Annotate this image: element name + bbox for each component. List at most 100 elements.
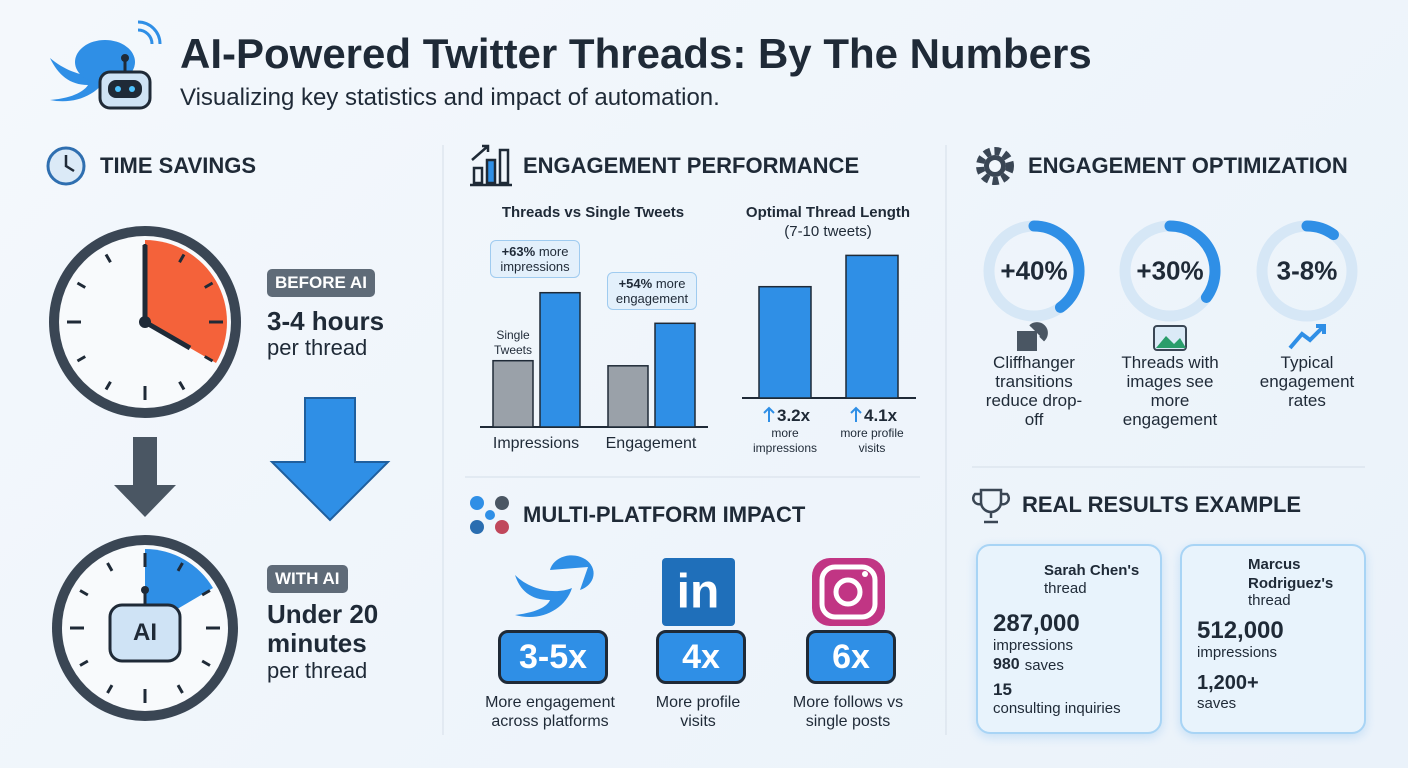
ring-caption: Threads with images see more engagement [1121, 353, 1219, 429]
caption: more impressions [752, 426, 818, 455]
callout-value: +54% [618, 276, 653, 291]
clock-tick [176, 562, 184, 572]
platform-caption: More profile visits [655, 694, 741, 730]
chart-title: Optimal Thread Length [745, 204, 911, 221]
card-name-suffix: thread [1248, 592, 1291, 609]
icon [1017, 322, 1048, 351]
stat-label: consulting inquiries [993, 700, 1121, 717]
callout-text: more engagement [615, 276, 689, 306]
gear-icon [976, 147, 1014, 185]
clock-tick [204, 355, 214, 363]
clock-tick [79, 589, 89, 597]
ring-value: 3-8% [1276, 255, 1338, 286]
linkedin-text: in [676, 565, 720, 619]
clock-tick [204, 281, 214, 289]
bar [654, 322, 696, 428]
ring-arc [1164, 220, 1221, 303]
ring-value: +30% [1136, 255, 1204, 286]
section-title: REAL RESULTS EXAMPLE [1022, 492, 1302, 517]
platform-badge: 4x [656, 630, 746, 684]
card-name: Marcus Rodriguez's [1248, 556, 1334, 592]
ring-arc [1301, 220, 1339, 241]
bar [539, 291, 581, 428]
chart-icon [470, 144, 512, 187]
stat-label: impressions [1197, 644, 1278, 661]
section-title: MULTI-PLATFORM IMPACT [523, 502, 806, 527]
clock-after [52, 535, 238, 721]
ring-arc [1028, 220, 1085, 313]
clock-tick [201, 589, 211, 597]
badge: WITH AI [267, 565, 348, 593]
callout-value: +63% [501, 244, 536, 259]
callout: +63% more impressions [490, 240, 580, 278]
twitter-logo [515, 555, 594, 617]
bar [845, 254, 899, 399]
clock-tick [104, 253, 112, 263]
stat-unit: per thread [267, 335, 368, 360]
stat-label: saves [1197, 695, 1237, 712]
stat-value: 1,200+ [1197, 672, 1259, 694]
clock-tick [76, 281, 86, 289]
subtitle: Visualizing key statistics and impact of… [180, 84, 720, 111]
stat-value: 512,000 [1197, 617, 1284, 644]
caption: more profile visits [840, 426, 904, 455]
series-label: Single Tweets [493, 328, 532, 357]
clock-tick [178, 253, 186, 263]
section-title: TIME SAVINGS [100, 153, 257, 178]
instagram-logo [812, 558, 885, 626]
result-card [1180, 544, 1366, 734]
chart-title: Threads vs Single Tweets [501, 204, 685, 221]
callout: +54% more engagement [607, 272, 697, 310]
clock-icon [46, 146, 86, 186]
stat-unit: per thread [267, 658, 368, 683]
arrow [114, 437, 176, 517]
clock-label: AI [133, 619, 157, 646]
ring-caption: Cliffhanger transitions reduce drop-off [985, 353, 1083, 429]
trophy-icon [972, 488, 1010, 524]
clock-tick [106, 684, 114, 694]
bar [492, 359, 534, 428]
section-title: ENGAGEMENT OPTIMIZATION [1028, 153, 1348, 178]
card-name-suffix: thread [1044, 580, 1087, 597]
clock-tick [79, 659, 89, 667]
bar [607, 365, 649, 428]
bar [758, 285, 812, 399]
stat-label: impressions [993, 637, 1074, 654]
clock-tick [76, 355, 86, 363]
clock-tick [104, 381, 112, 391]
title: AI-Powered Twitter Threads: By The Numbe… [180, 30, 1092, 77]
stat: 3-4 hours [267, 306, 385, 336]
image-icon [1153, 325, 1187, 351]
clock-tick [178, 381, 186, 391]
linkedin-logo [662, 558, 735, 626]
chart-subtitle: (7-10 tweets) [784, 223, 872, 240]
arrow [269, 397, 391, 522]
stat-value: 980 [993, 656, 1020, 673]
x-tick-label: Engagement [605, 435, 697, 452]
network-icon [470, 496, 509, 534]
result-card [976, 544, 1162, 734]
value-label: 4.1x [864, 406, 898, 425]
value-label: 3.2x [777, 406, 811, 425]
x-tick-label: Impressions [492, 435, 580, 452]
logo [50, 20, 162, 110]
arrow-icon [763, 406, 775, 422]
stat-value: 15 [993, 680, 1012, 699]
callout-text: more impressions [500, 244, 570, 274]
stat: Under 20 minutes [267, 599, 379, 658]
platform-caption: More engagement across platforms [485, 694, 615, 730]
platform-caption: More follows vs single posts [792, 694, 904, 730]
clock-tick [176, 684, 184, 694]
ring-caption: Typical engagement rates [1259, 353, 1355, 410]
platform-badge: 3-5x [498, 630, 608, 684]
platform-badge: 6x [806, 630, 896, 684]
clock-tick [201, 659, 211, 667]
arrow-icon [850, 406, 862, 422]
trend-icon [1288, 324, 1326, 350]
section-title: ENGAGEMENT PERFORMANCE [523, 153, 860, 178]
stat-value: 287,000 [993, 610, 1080, 637]
ring-value: +40% [1000, 255, 1068, 286]
clock-tick [106, 562, 114, 572]
badge: BEFORE AI [267, 269, 375, 297]
